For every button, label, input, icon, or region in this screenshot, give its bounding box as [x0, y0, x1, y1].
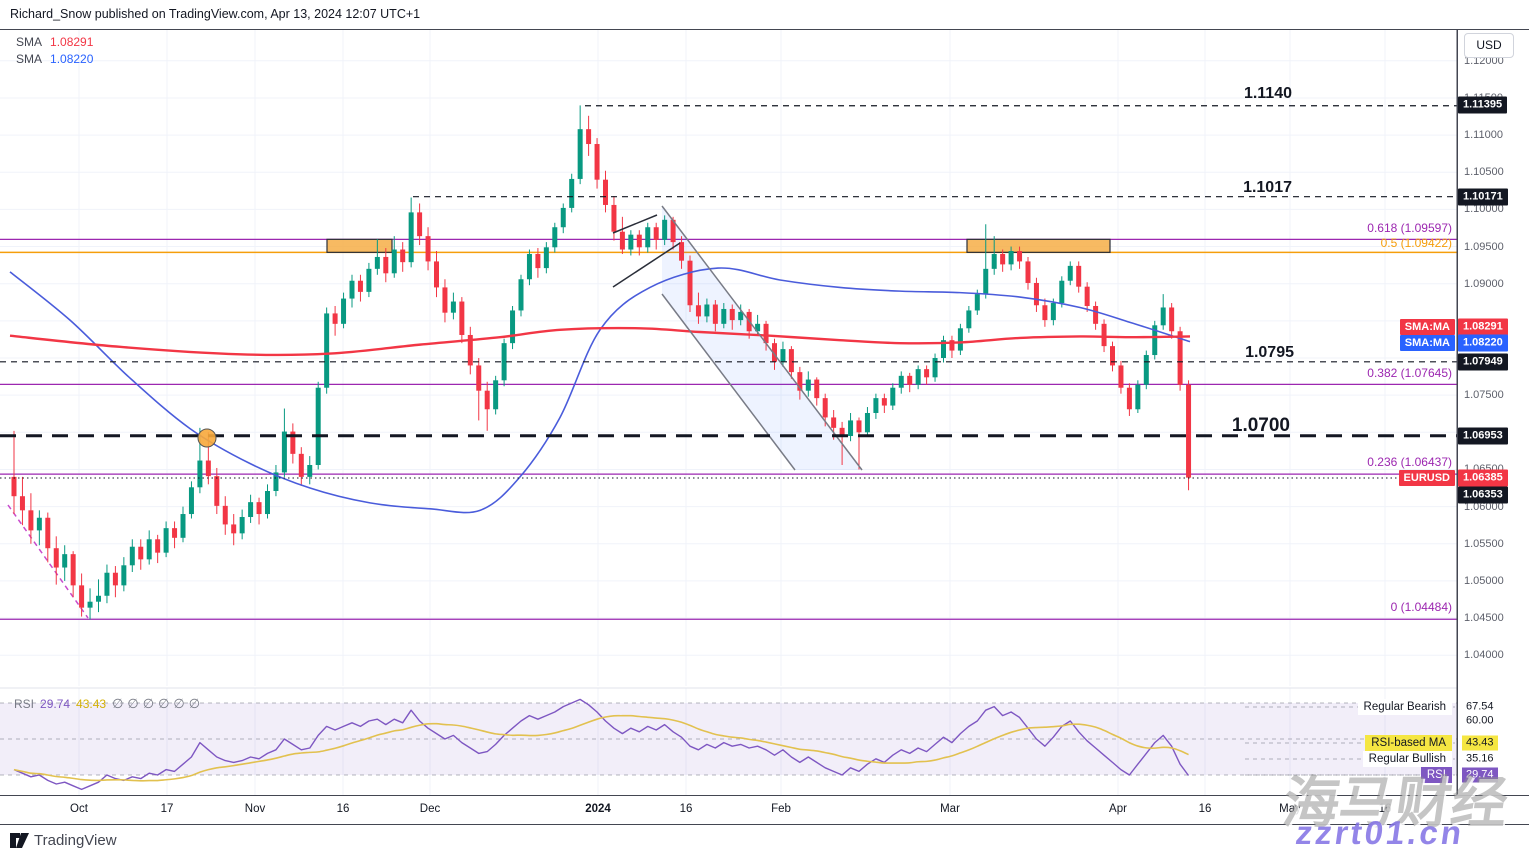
time-label: Apr — [1109, 803, 1127, 815]
price-badge: 1.06353 — [1458, 486, 1508, 504]
time-label: May — [1279, 803, 1301, 815]
price-tick: 1.11000 — [1464, 129, 1503, 142]
rsi-axis-value: 67.54 — [1466, 700, 1494, 713]
wedge-line — [612, 242, 681, 288]
rsi-toolbar-icons[interactable]: ∅ ∅ ∅ ∅ ∅ ∅ — [112, 696, 204, 711]
rsi-tool-icon[interactable]: ∅ — [188, 696, 201, 711]
price-tick: 1.09000 — [1464, 277, 1504, 290]
sma1-label: SMA — [16, 35, 43, 49]
time-label: 16 — [679, 803, 693, 815]
rsi-tool-icon[interactable]: ∅ — [127, 696, 139, 711]
rsi-legend[interactable]: RSI 29.74 43.43 ∅ ∅ ∅ ∅ ∅ ∅ — [14, 696, 210, 711]
level-label: 0.618 (1.09597) — [1367, 221, 1452, 235]
supply-zone-2 — [966, 238, 1111, 253]
sma-legend-row-2: SMA 1.08220 — [16, 51, 93, 68]
price-tick: 1.09500 — [1464, 240, 1504, 253]
indicator-legend[interactable]: SMA 1.08291 SMA 1.08220 — [16, 34, 93, 68]
rsi-line — [13, 698, 1190, 791]
rsi-name: RSI — [14, 697, 35, 711]
footer: TradingView — [0, 825, 1529, 857]
price-tick: 1.06000 — [1464, 500, 1504, 513]
sma2-label: SMA — [16, 52, 43, 66]
grid — [0, 30, 1457, 795]
rsi-axis-value: 29.74 — [1462, 767, 1498, 783]
candles — [11, 105, 1192, 620]
rsi-axis-value: 35.16 — [1466, 752, 1494, 765]
time-label: Mar — [940, 803, 960, 815]
time-label: 16 — [1198, 803, 1212, 815]
channel-line — [661, 205, 863, 471]
level-label: 1.1017 — [1243, 179, 1292, 196]
time-label: 16 — [1378, 803, 1392, 815]
entry-circle-marker — [197, 428, 217, 448]
rsi-tool-icon[interactable]: ∅ — [173, 696, 185, 711]
supply-zone-1 — [326, 238, 393, 253]
rsi-tool-icon[interactable]: ∅ — [112, 696, 124, 711]
price-badge: 1.06953 — [1458, 427, 1508, 445]
rsi-tool-icon[interactable]: ∅ — [158, 696, 170, 711]
time-label: 16 — [336, 803, 350, 815]
time-label: 17 — [160, 803, 174, 815]
channel-line — [661, 293, 796, 471]
time-label: Feb — [771, 803, 791, 815]
series-tag: SMA:MA — [1399, 335, 1455, 351]
price-tick: 1.07500 — [1464, 389, 1504, 402]
currency-toggle-button[interactable]: USD — [1464, 33, 1514, 58]
price-badge: 1.06385 — [1458, 469, 1508, 487]
sma-legend-row-1: SMA 1.08291 — [16, 34, 93, 51]
series-tag: SMA:MA — [1399, 319, 1455, 335]
sma_fast-line — [9, 326, 1191, 357]
series-tag: EURUSD — [1398, 470, 1455, 486]
time-label: Dec — [419, 803, 441, 815]
price-tick: 1.04000 — [1464, 649, 1504, 662]
tradingview-logo-icon[interactable] — [10, 832, 30, 849]
price-tick: 1.10000 — [1464, 203, 1504, 216]
price-tick: 1.10500 — [1464, 166, 1504, 179]
rsi-value: 29.74 — [40, 697, 71, 711]
time-axis[interactable]: Oct 17 Nov 16 Dec 2024 16 Feb Mar Apr 16 May 16 — [0, 795, 1529, 825]
sma2-value: 1.08220 — [50, 52, 94, 66]
price-badge: 1.07949 — [1458, 353, 1508, 371]
price-tick: 1.04500 — [1464, 612, 1504, 625]
price-tick: 1.05000 — [1464, 574, 1504, 587]
level-label: 1.0795 — [1245, 344, 1294, 361]
level-label: 0.5 (1.09422) — [1380, 236, 1452, 250]
rsi-axis-value: 43.43 — [1462, 735, 1498, 751]
time-label: Nov — [244, 803, 266, 815]
header-bar: Richard_Snow published on TradingView.co… — [0, 0, 1529, 30]
sma_slow-line — [9, 267, 1191, 514]
time-label: 2024 — [585, 803, 611, 815]
rsi-level-label: RSI — [1420, 767, 1452, 783]
price-tick: 1.05500 — [1464, 537, 1504, 550]
wedge-line — [612, 214, 658, 234]
price-axis[interactable]: 1.120001.115001.110001.105001.100001.095… — [1457, 30, 1529, 823]
price-badge: 1.11395 — [1458, 96, 1508, 114]
level-label: 1.1140 — [1243, 85, 1292, 102]
price-badge: 1.10171 — [1458, 188, 1508, 206]
rsi-axis-value: 60.00 — [1466, 714, 1494, 727]
tradingview-brand-text[interactable]: TradingView — [34, 832, 117, 849]
level-label: 1.0700 — [1231, 415, 1290, 436]
time-label: Oct — [70, 803, 88, 815]
price-badge: 1.08291 — [1458, 318, 1508, 336]
level-label: 0.382 (1.07645) — [1367, 366, 1452, 380]
level-label: 0 (1.04484) — [1390, 600, 1452, 614]
rsi-level-label: Regular Bearish — [1357, 699, 1452, 715]
price-badge: 1.08220 — [1458, 334, 1508, 352]
rsi-ma-value: 43.43 — [76, 697, 107, 711]
sma1-value: 1.08291 — [50, 35, 94, 49]
rsi-tool-icon[interactable]: ∅ — [142, 696, 155, 711]
level-label: 0.236 (1.06437) — [1367, 455, 1452, 469]
rsi-level-label: RSI-based MA — [1365, 735, 1452, 751]
rsi-ma-line — [13, 714, 1189, 782]
rsi-level-label: Regular Bullish — [1362, 751, 1452, 767]
publication-title: Richard_Snow published on TradingView.co… — [10, 7, 421, 21]
